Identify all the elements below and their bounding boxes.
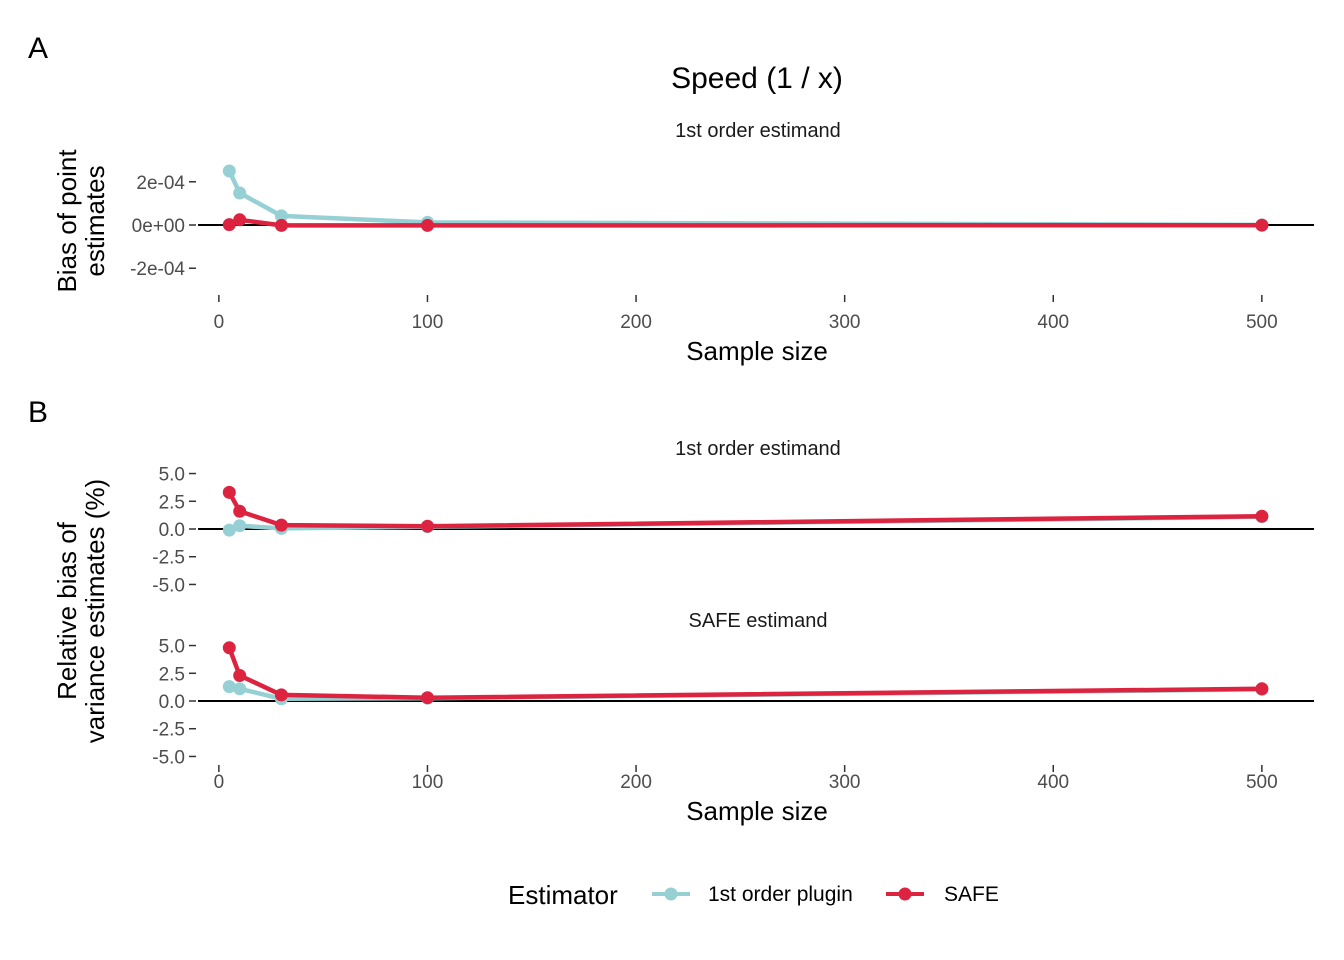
- panel-b-facet-1-series-safe-point: [421, 519, 434, 533]
- panel-b: Relative bias ofvariance estimates (%) 1s…: [52, 438, 1314, 826]
- panel-a-x-tick-label: 500: [1246, 312, 1278, 333]
- panel-b-facet-2-y-tick-label: -2.5: [152, 720, 185, 741]
- panel-b-facet-2-series-plugin-point: [222, 680, 236, 694]
- chart-title: Speed (1 / x): [671, 62, 843, 95]
- panel-b-facet-1-y-tick-label: 5.0: [159, 465, 185, 486]
- panel-a-facet-1-series-plugin-point: [222, 164, 236, 178]
- panel-a-x-tick-label: 100: [412, 312, 444, 333]
- panel-a-facet-1-series-plugin-point: [233, 186, 247, 200]
- panel-b-facet-1-y-tick-label: 0.0: [159, 520, 185, 541]
- panel-a-x-tick-label: 0: [214, 312, 225, 333]
- panel-b-facet-2-strip-label: SAFE estimand: [689, 610, 828, 632]
- panel-a-y-axis-title: Bias of pointestimates: [52, 149, 110, 293]
- panel-b-facet-1-y-tick-label: -2.5: [152, 548, 185, 569]
- panel-b-facet-2-y-tick-label: -5.0: [152, 747, 185, 768]
- legend-label-plugin: 1st order plugin: [708, 883, 853, 906]
- legend-item-safe: SAFE: [886, 883, 999, 906]
- panel-a-x-tick-label: 300: [829, 312, 861, 333]
- panel-b-facet-1-y-tick-label: -5.0: [152, 575, 185, 596]
- panel-a-x-axis-title: Sample size: [686, 336, 828, 366]
- panel-b-facet-1-series-safe-point: [233, 504, 247, 518]
- panel-a-facet-1-y-tick-label: 0e+00: [132, 216, 185, 237]
- panel-a-facet-1-series-safe-point: [274, 218, 288, 232]
- panel-b-x-tick-label: 0: [214, 772, 225, 793]
- panel-tag-a: A: [28, 32, 48, 65]
- panel-b-facet-2-series-safe-point: [421, 691, 434, 705]
- panel-b-x-tick-label: 400: [1037, 772, 1069, 793]
- panel-b-x-tick-label: 500: [1246, 772, 1278, 793]
- panel-b-facet-2-series-safe-point: [233, 669, 247, 682]
- panel-a-facet-1-series-plugin-line: [227, 170, 1262, 228]
- panel-b-facet-2-y-tick-label: 0.0: [159, 692, 185, 713]
- panel-b-facet-1-series-safe-line: [227, 491, 1262, 529]
- panel-b-facet-1-series-safe-point: [222, 485, 236, 499]
- panel-a-facet-1-y-tick-label: -2e-04: [130, 259, 185, 280]
- panel-b-facet-1-series-safe-point: [274, 518, 288, 532]
- panel-b-facet-2-series-safe-point: [1255, 682, 1269, 696]
- panel-b-x-tick-label: 200: [620, 772, 652, 793]
- panel-b-facet-2-series-safe-line: [227, 647, 1262, 700]
- panel-b-facet-1-series-safe-point: [1255, 509, 1269, 523]
- panel-b-facet-1-strip-label: 1st order estimand: [675, 438, 841, 460]
- panel-b-facet-2-y-tick-label: 5.0: [159, 637, 185, 658]
- panel-b-facet-2: SAFE estimand -5.0 -2.5 0.0 2.5 5.0: [152, 610, 1314, 768]
- legend-title: Estimator: [508, 880, 618, 910]
- panel-a-facet-1-y-tick-label: 2e-04: [136, 173, 185, 194]
- panel-b-facet-2-series-plugin-point: [233, 682, 247, 696]
- legend-label-safe: SAFE: [944, 883, 999, 906]
- panel-a-facet-1-series-safe-point: [233, 213, 247, 227]
- panel-b-facet-1: 1st order estimand -5.0 -2.5 0.0 2.5 5.0: [152, 438, 1314, 596]
- panel-a-x-tick-label: 400: [1037, 312, 1069, 333]
- legend-item-plugin: 1st order plugin: [652, 883, 853, 906]
- panel-b-facet-2-y-tick-label: 2.5: [159, 664, 185, 685]
- panel-a-facet-1-series-plugin-point: [274, 209, 288, 223]
- panel-a-facet-1-series-safe-point: [222, 218, 236, 232]
- panel-b-facet-1-series-plugin-point: [233, 519, 247, 533]
- panel-b-y-axis-title: Relative bias ofvariance estimates (%): [52, 479, 110, 743]
- panel-b-x-axis-title: Sample size: [686, 796, 828, 826]
- panel-b-facet-1-series-plugin-point: [222, 523, 236, 537]
- panel-a-facet-1-strip-label: 1st order estimand: [675, 120, 841, 142]
- panel-a-facet-1-series-safe-point: [421, 218, 434, 232]
- panel-b-facet-1-y-tick-label: 2.5: [159, 492, 185, 513]
- panel-a-x-tick-label: 200: [620, 312, 652, 333]
- panel-b-facet-2-series-safe-point: [274, 688, 288, 702]
- legend: Estimator 1st order plugin SAFE: [508, 880, 999, 910]
- legend-key-plugin-point: [664, 887, 678, 901]
- panel-b-x-tick-label: 100: [412, 772, 444, 793]
- panel-a: Bias of pointestimates 1st order estimand…: [52, 120, 1314, 366]
- panel-b-x-tick-label: 300: [829, 772, 861, 793]
- panel-tag-b: B: [28, 396, 48, 429]
- panel-b-facet-2-series-safe-point: [222, 641, 236, 655]
- legend-key-safe-point: [898, 887, 912, 901]
- panel-a-facet-1-series-safe-point: [1255, 218, 1269, 232]
- panel-a-facet-1: 1st order estimand -2e-04 0e+00 2e-04: [130, 120, 1314, 280]
